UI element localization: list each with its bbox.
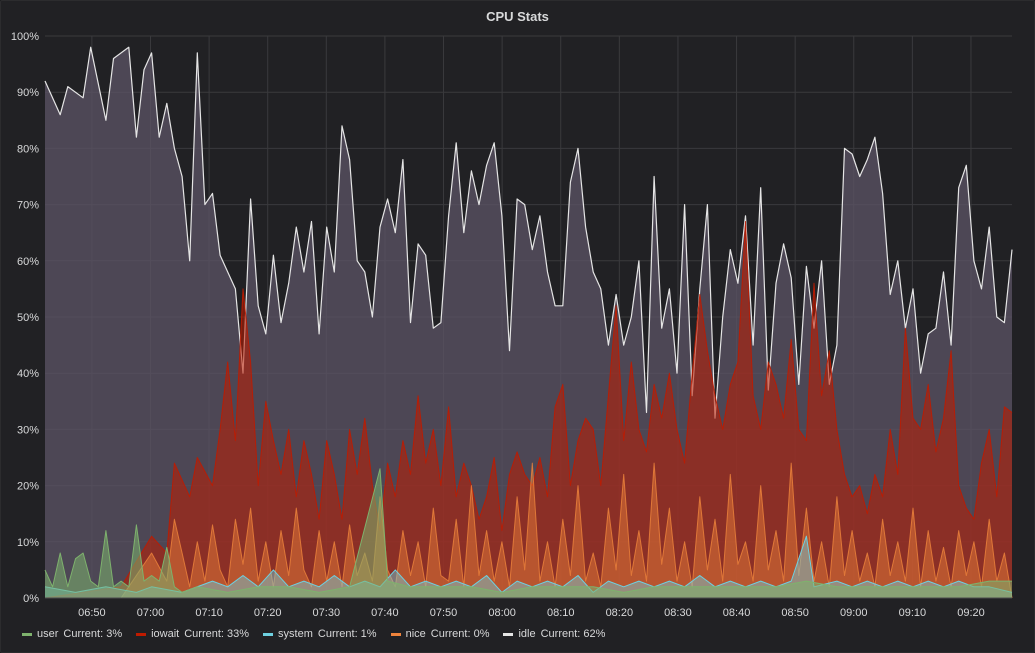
y-tick-label: 70% bbox=[17, 200, 39, 212]
x-tick-label: 07:00 bbox=[137, 607, 165, 619]
legend-item-idle[interactable]: idle Current: 62% bbox=[503, 628, 605, 640]
x-tick-label: 08:00 bbox=[488, 607, 516, 619]
legend-swatch-iowait bbox=[136, 632, 147, 636]
x-tick-label: 09:20 bbox=[957, 607, 985, 619]
series-line-nice bbox=[45, 462, 1013, 599]
series-area-user bbox=[45, 468, 1012, 598]
panel-title[interactable]: CPU Stats bbox=[486, 9, 549, 24]
legend-current-nice: Current: 0% bbox=[430, 628, 490, 640]
legend-label-user: user bbox=[37, 628, 59, 640]
x-tick-label: 08:50 bbox=[781, 607, 809, 619]
legend: user Current: 3% iowait Current: 33% sys… bbox=[22, 628, 605, 640]
legend-label-idle: idle bbox=[518, 628, 536, 640]
legend-label-nice: nice bbox=[405, 628, 426, 640]
x-tick-label: 06:50 bbox=[78, 607, 106, 619]
y-tick-label: 60% bbox=[17, 256, 39, 268]
y-tick-label: 0% bbox=[23, 593, 39, 605]
legend-label-system: system bbox=[278, 628, 313, 640]
legend-swatch-nice bbox=[390, 632, 401, 636]
x-tick-label: 07:40 bbox=[371, 607, 399, 619]
legend-item-user[interactable]: user Current: 3% bbox=[22, 628, 122, 640]
legend-current-iowait: Current: 33% bbox=[184, 628, 250, 640]
x-tick-label: 07:10 bbox=[195, 607, 223, 619]
legend-swatch-user bbox=[22, 632, 32, 636]
y-tick-label: 100% bbox=[11, 31, 39, 43]
x-tick-label: 08:40 bbox=[723, 607, 751, 619]
y-tick-label: 90% bbox=[17, 87, 39, 99]
legend-item-system[interactable]: system Current: 1% bbox=[263, 628, 377, 640]
x-tick-label: 09:00 bbox=[840, 607, 868, 619]
x-tick-label: 08:20 bbox=[606, 607, 634, 619]
series-line-iowait bbox=[44, 221, 1013, 599]
y-tick-label: 10% bbox=[17, 537, 39, 549]
y-tick-label: 80% bbox=[17, 143, 39, 155]
legend-current-system: Current: 1% bbox=[317, 628, 377, 640]
legend-item-iowait[interactable]: iowait Current: 33% bbox=[136, 628, 249, 640]
legend-label-iowait: iowait bbox=[151, 628, 180, 640]
x-tick-label: 08:10 bbox=[547, 607, 575, 619]
legend-current-user: Current: 3% bbox=[63, 628, 123, 640]
y-tick-label: 40% bbox=[17, 368, 39, 380]
series-line-idle bbox=[44, 46, 1013, 419]
legend-swatch-system bbox=[263, 632, 274, 636]
x-tick-label: 09:10 bbox=[899, 607, 927, 619]
series-line-user bbox=[44, 468, 1012, 593]
x-tick-label: 07:50 bbox=[430, 607, 458, 619]
x-tick-label: 08:30 bbox=[664, 607, 692, 619]
x-tick-label: 07:30 bbox=[313, 607, 341, 619]
y-tick-label: 50% bbox=[17, 312, 39, 324]
y-tick-label: 20% bbox=[17, 481, 39, 493]
x-tick-label: 07:20 bbox=[254, 607, 282, 619]
legend-item-nice[interactable]: nice Current: 0% bbox=[390, 628, 490, 640]
legend-current-idle: Current: 62% bbox=[540, 628, 606, 640]
y-tick-label: 30% bbox=[17, 424, 39, 436]
legend-swatch-idle bbox=[503, 632, 514, 636]
series-area-iowait bbox=[45, 221, 1012, 598]
